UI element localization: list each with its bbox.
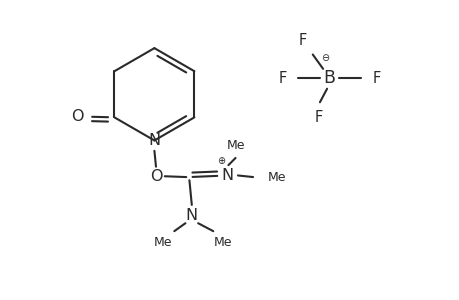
Text: F: F [371, 71, 380, 86]
Text: ⊖: ⊖ [321, 53, 329, 64]
Text: N: N [148, 133, 160, 148]
Text: N: N [221, 168, 233, 183]
Text: ⊕: ⊕ [217, 156, 225, 166]
Text: F: F [298, 33, 307, 48]
Text: Me: Me [267, 171, 285, 184]
Text: Me: Me [154, 236, 172, 249]
Text: F: F [313, 110, 322, 125]
Text: O: O [72, 109, 84, 124]
Text: O: O [150, 169, 162, 184]
Text: Me: Me [226, 139, 244, 152]
Text: B: B [323, 69, 335, 87]
Text: N: N [185, 208, 197, 223]
Text: F: F [278, 71, 286, 86]
Text: Me: Me [213, 236, 232, 249]
